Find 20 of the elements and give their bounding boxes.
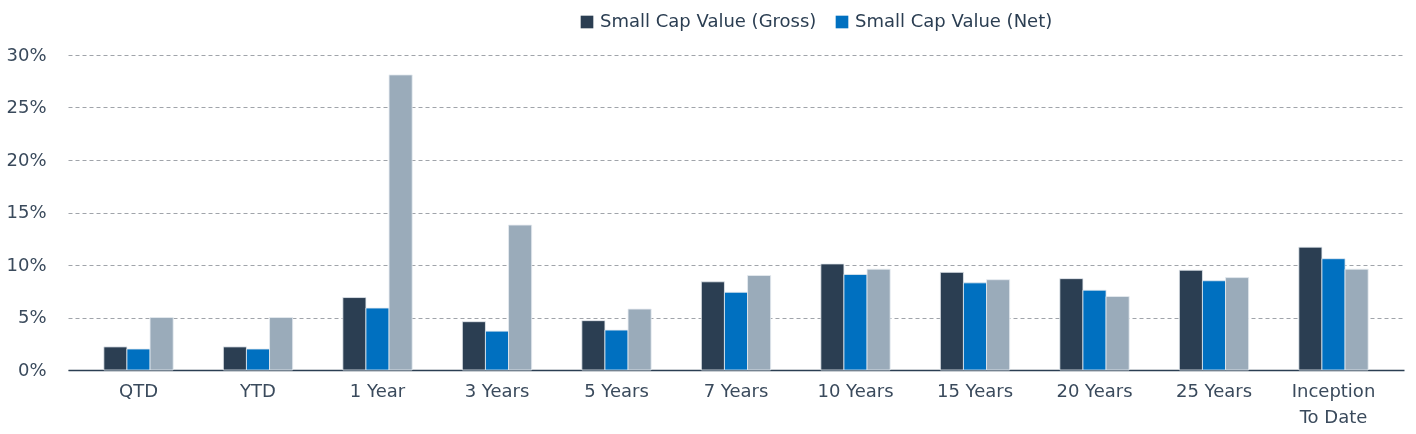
y-tick-label: 15% — [6, 201, 47, 222]
y-tick-label: 30% — [6, 43, 47, 65]
legend-label: Small Cap Value (Net) — [855, 10, 1053, 31]
y-tick-label: 0% — [17, 358, 47, 380]
x-tick-label: Inception To Date — [1291, 379, 1376, 427]
x-tick-label: 1 Year — [349, 379, 406, 401]
x-tick-label: 5 Years — [584, 379, 649, 401]
x-tick-label: QTD — [118, 379, 159, 401]
legend-label: Small Cap Value (Gross) — [600, 10, 817, 31]
x-tick-label: 3 Years — [464, 379, 530, 401]
y-tick-label: 25% — [6, 96, 47, 117]
x-tick-label: 7 Years — [703, 379, 769, 401]
x-tick-label: 20 Years — [1056, 379, 1133, 401]
x-tick-label: 15 Years — [936, 379, 1014, 401]
y-tick-label: 5% — [17, 306, 47, 327]
y-tick-label: 10% — [6, 253, 47, 275]
x-tick-label: 25 Years — [1175, 379, 1253, 401]
x-tick-label: YTD — [239, 379, 276, 401]
x-tick-label: 10 Years — [817, 379, 894, 401]
y-tick-label: 20% — [6, 148, 47, 170]
